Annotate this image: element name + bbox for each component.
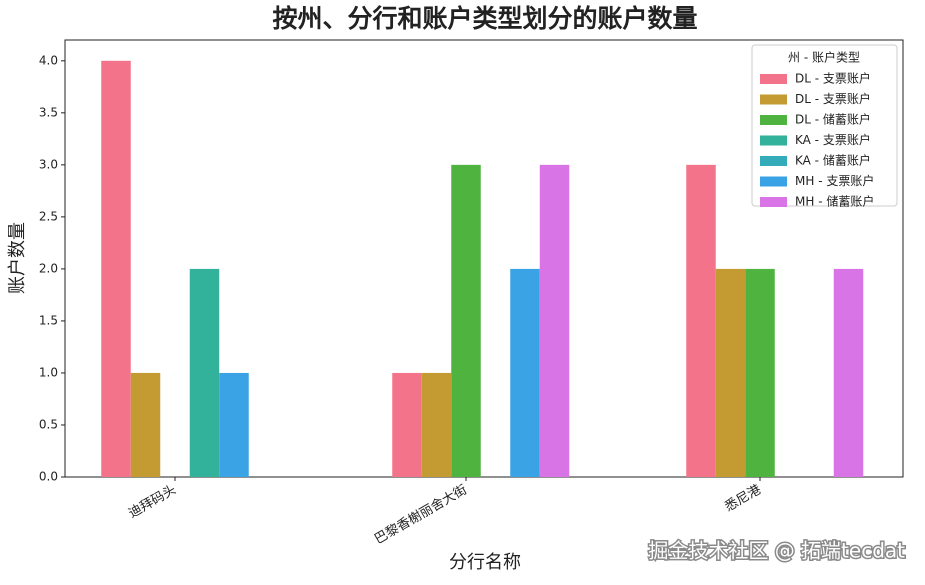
y-tick-label: 1.0 <box>39 365 58 379</box>
x-tick-label: 悉尼港 <box>722 483 763 515</box>
legend-swatch <box>760 197 787 207</box>
legend-label: MH - 储蓄账户 <box>795 194 874 209</box>
bar <box>421 372 452 477</box>
legend-box <box>751 44 898 207</box>
bar <box>219 372 249 477</box>
y-tick-label: 0.5 <box>39 417 58 431</box>
x-tick-label: 巴黎香榭丽舍大街 <box>372 482 470 548</box>
legend-label: MH - 支票账户 <box>795 173 874 188</box>
legend-swatch <box>760 156 787 166</box>
y-tick-label: 3.5 <box>39 105 58 119</box>
y-axis-label: 账户数量 <box>7 222 28 294</box>
x-tick-label: 迪拜码头 <box>126 483 179 522</box>
y-tick-label: 0.0 <box>39 470 58 484</box>
plot-frame <box>64 39 904 478</box>
x-axis-label: 分行名称 <box>449 552 521 573</box>
legend-label: DL - 储蓄账户 <box>795 112 871 127</box>
y-tick-label: 2.0 <box>39 261 58 275</box>
y-tick-label: 1.5 <box>39 313 58 327</box>
bar <box>130 372 161 477</box>
legend-label: KA - 支票账户 <box>795 132 871 147</box>
bar <box>539 164 570 477</box>
legend-label: DL - 支票账户 <box>795 91 871 106</box>
y-tick-label: 3.0 <box>39 157 58 171</box>
legend-swatch <box>760 176 787 187</box>
bar <box>101 60 131 478</box>
legend-label: KA - 储蓄账户 <box>795 153 871 168</box>
bar <box>686 164 716 477</box>
bar <box>833 268 864 477</box>
bar <box>392 372 422 477</box>
bar <box>510 268 540 477</box>
legend-label: DL - 支票账户 <box>795 71 871 86</box>
bar <box>451 164 481 477</box>
legend-title: 州 - 账户类型 <box>788 50 860 65</box>
watermark: 掘金技术社区 @ 拓端tecdat <box>648 539 905 563</box>
y-tick-label: 2.5 <box>39 209 58 223</box>
bar <box>745 268 775 477</box>
legend-swatch <box>760 115 787 125</box>
bar <box>189 268 220 477</box>
y-tick-label: 4.0 <box>39 53 58 67</box>
legend-swatch <box>760 94 787 105</box>
chart-title: 按州、分行和账户类型划分的账户数量 <box>272 4 697 33</box>
legend-swatch <box>760 74 787 84</box>
legend-swatch <box>760 135 787 146</box>
bar <box>715 268 746 477</box>
